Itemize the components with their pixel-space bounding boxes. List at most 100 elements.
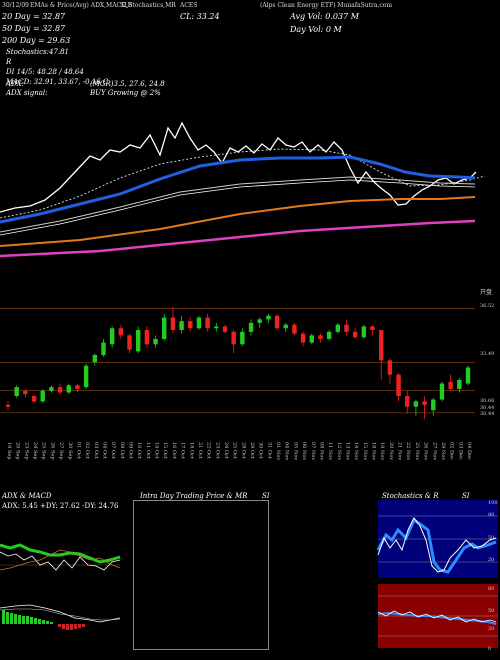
candle [379, 330, 384, 380]
rsi-axis-0: 0 [488, 646, 492, 652]
candle-body [5, 404, 11, 407]
stochastics-label: Stochastics:47.81 [6, 48, 69, 56]
candle [335, 322, 341, 334]
date-tick-label: 06 Nov [301, 442, 307, 460]
date-axis: 19 Sep 20 Sep 23 Sep 24 Sep 25 Sep 26 Sep 27 S… [6, 442, 472, 460]
candle [266, 313, 271, 323]
rsi-axis-80: 80 [488, 586, 495, 592]
ema-chart [0, 121, 486, 258]
macd-histogram [2, 610, 85, 630]
candle [222, 324, 228, 334]
adx-panel [0, 543, 121, 571]
candle [205, 313, 210, 332]
candle-body [188, 321, 193, 329]
stoch-axis-20: 20 [488, 557, 495, 563]
header-title-right: (Alps Clean Energy ETF) MunafaSutra.com [260, 2, 393, 9]
date-tick-label: 05 Nov [292, 442, 298, 460]
candle [413, 399, 419, 416]
candle [344, 319, 349, 336]
date-tick-label: 29 Nov [440, 442, 446, 460]
mr-panel-si: SI [262, 492, 270, 500]
candle [292, 322, 297, 336]
stoch-panel-si: SI [462, 492, 470, 500]
stoch-axis-50: 50 [488, 535, 495, 541]
date-tick-label: 22 Nov [405, 442, 411, 460]
candle-body [292, 324, 297, 334]
candle-body [170, 317, 176, 331]
candle [370, 324, 375, 336]
header-title-mid: SI,Stochastics,MR [120, 2, 176, 9]
ema-magenta-line [0, 219, 476, 258]
date-tick-label: 10 Oct [136, 442, 142, 459]
candle-body [153, 338, 158, 345]
avg-vol-label: Avg Vol: 0.037 M [290, 12, 359, 21]
header-date: 30/12/09 [2, 2, 29, 9]
date-tick-label: 27 Nov [431, 442, 437, 460]
candle [23, 388, 28, 398]
candle-body [422, 401, 427, 405]
candle [188, 317, 193, 332]
stoch-axis-80: 80 [488, 512, 495, 518]
adx-panel-values: ADX: 5.45 +DY: 27.62 -DY: 24.76 [2, 502, 119, 510]
candle [66, 383, 71, 395]
ema50-blue-line [0, 155, 476, 224]
date-tick-label: 03 Dec [457, 442, 463, 460]
candle-body [222, 326, 228, 332]
ema20-label: 20 Day = 32.87 [2, 12, 66, 21]
candle [283, 322, 288, 332]
price-axis-4: 30.44 [480, 405, 495, 411]
date-tick-label: 03 Oct [93, 442, 99, 459]
candle-body [75, 385, 80, 389]
date-tick-label: 13 Nov [344, 442, 350, 460]
rsi-axis-20: 20 [488, 626, 495, 632]
candle [83, 363, 89, 389]
date-tick-label: 21 Nov [397, 442, 403, 460]
candle-body [361, 326, 367, 338]
candle [387, 358, 393, 384]
candle-body [465, 367, 471, 384]
candle [300, 331, 306, 347]
date-tick-label: 11 Nov [327, 442, 333, 460]
date-tick-label: 04 Oct [101, 442, 107, 459]
candle-body [274, 315, 280, 329]
price-axis-2: 33.49 [480, 351, 495, 357]
candle [465, 365, 471, 386]
date-tick-label: 16 Oct [171, 442, 177, 459]
candle [257, 317, 262, 329]
candle [361, 324, 367, 339]
date-tick-label: 18 Oct [188, 442, 194, 459]
macd-label: MACD: 32.91, 33.67, -0.16 C [6, 78, 109, 86]
date-tick-label: 01 Nov [275, 442, 281, 460]
candle [439, 381, 445, 402]
date-tick-label: 26 Sep [49, 442, 55, 460]
candle-body [457, 379, 462, 389]
date-tick-label: 20 Nov [388, 442, 394, 460]
date-tick-label: 31 Oct [266, 442, 272, 459]
candle [457, 378, 462, 393]
candle [422, 396, 427, 420]
date-tick-label: 01 Oct [75, 442, 81, 459]
ema200-orange-line [0, 196, 476, 247]
date-tick-label: 25 Nov [414, 442, 420, 460]
stoch-blue-line [376, 517, 497, 574]
candle [118, 324, 124, 339]
candle [248, 319, 254, 336]
date-tick-label: 24 Oct [223, 442, 229, 459]
candle [144, 326, 150, 348]
candle [92, 353, 97, 366]
candle [196, 315, 202, 331]
candle-body [135, 330, 141, 352]
candle [405, 390, 410, 414]
candle-body [326, 331, 332, 339]
date-tick-label: 20 Sep [15, 442, 21, 460]
candle-body [413, 401, 419, 407]
candle-body [40, 390, 45, 402]
candle-body [66, 385, 71, 393]
date-tick-label: 23 Oct [214, 442, 220, 459]
candle-body [379, 330, 384, 361]
candle [101, 338, 106, 357]
ema100-grey-line [0, 176, 476, 233]
date-tick-label: 07 Oct [110, 442, 116, 459]
di-label: DI 14/5: 48.28 / 48.64 [6, 68, 84, 76]
candle-body [31, 396, 37, 402]
